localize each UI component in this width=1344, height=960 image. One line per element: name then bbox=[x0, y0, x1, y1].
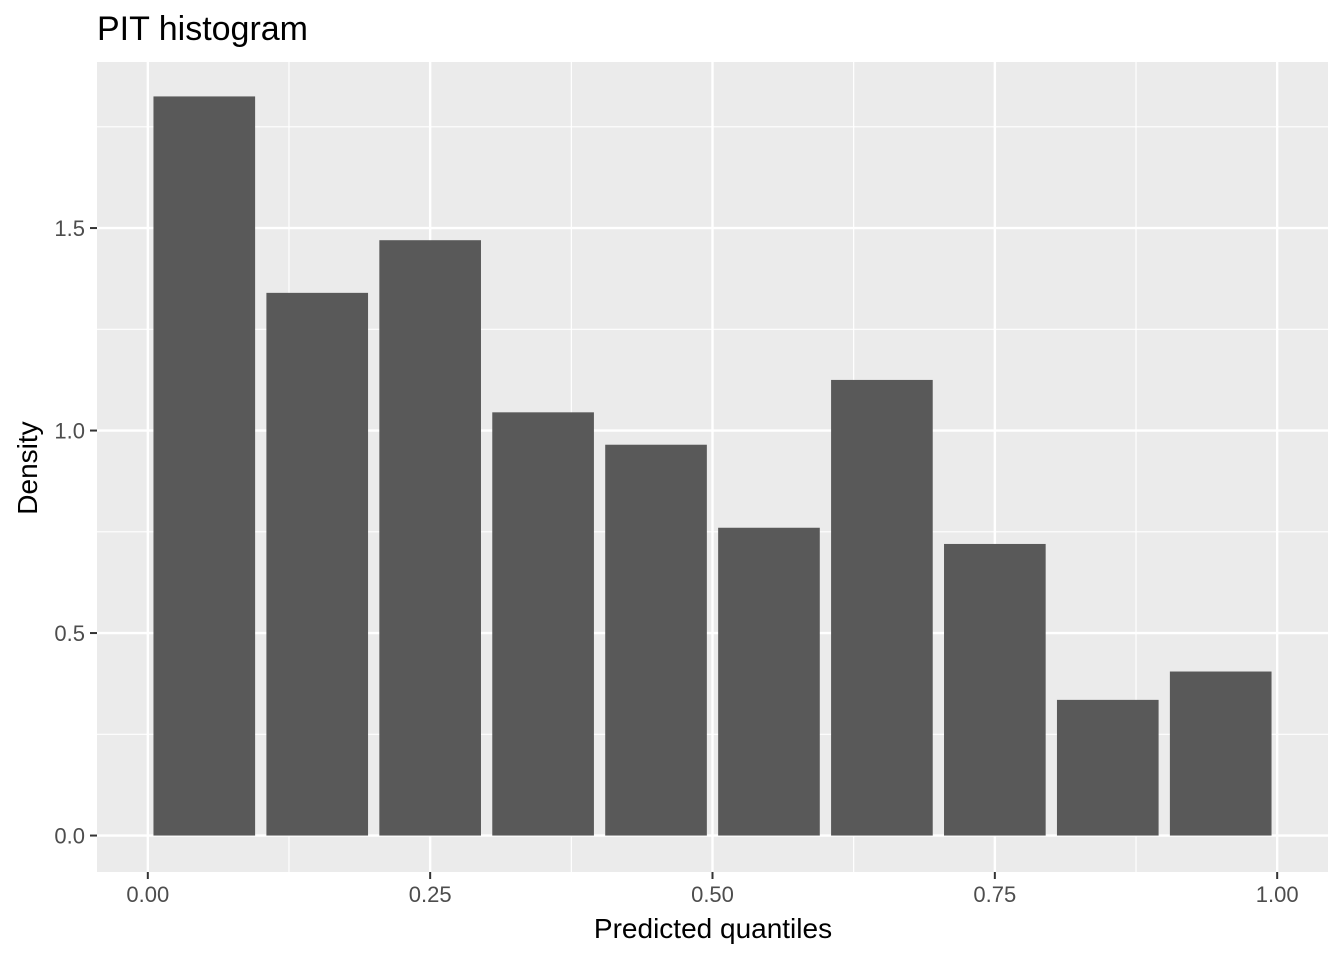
x-tick-label: 0.50 bbox=[691, 882, 734, 907]
histogram-bar-5 bbox=[605, 444, 707, 836]
y-tick-label: 1.0 bbox=[54, 419, 85, 444]
histogram-bar-3 bbox=[379, 240, 481, 836]
histogram-bar-9 bbox=[1056, 699, 1159, 836]
y-tick-label: 0.0 bbox=[54, 824, 85, 849]
chart-title: PIT histogram bbox=[97, 10, 308, 48]
x-tick-label: 0.25 bbox=[409, 882, 452, 907]
histogram-bar-7 bbox=[831, 379, 933, 836]
y-axis: 0.0 0.5 1.0 1.5 bbox=[54, 216, 97, 849]
histogram-bars bbox=[153, 96, 1272, 836]
x-tick-label: 0.00 bbox=[126, 882, 169, 907]
x-tick-label: 1.00 bbox=[1256, 882, 1299, 907]
y-axis-title: Density bbox=[12, 421, 43, 514]
x-tick-label: 0.75 bbox=[973, 882, 1016, 907]
histogram-bar-4 bbox=[492, 412, 594, 836]
y-tick-label: 1.5 bbox=[54, 216, 85, 241]
histogram-bar-6 bbox=[718, 527, 820, 836]
y-tick-label: 0.5 bbox=[54, 621, 85, 646]
histogram-bar-1 bbox=[153, 96, 256, 836]
x-axis-title: Predicted quantiles bbox=[594, 913, 832, 944]
histogram-bar-8 bbox=[944, 543, 1046, 836]
histogram-bar-2 bbox=[266, 292, 369, 836]
x-axis: 0.00 0.25 0.50 0.75 1.00 bbox=[126, 872, 1299, 907]
histogram-bar-10 bbox=[1169, 671, 1272, 836]
